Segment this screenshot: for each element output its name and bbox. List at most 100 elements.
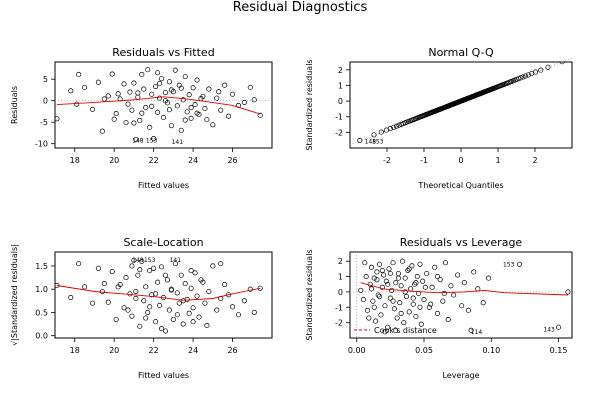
scale-location-panel: Scale-Location Fitted values √|Standardize…	[10, 236, 273, 380]
data-point	[385, 281, 391, 287]
data-point	[397, 300, 403, 306]
panel-title: Residuals vs Leverage	[400, 236, 523, 249]
residuals-vs-leverage-panel: Residuals vs Leverage Leverage Standardize…	[305, 236, 573, 380]
data-point	[565, 289, 571, 295]
y-tick-label: 1	[338, 81, 343, 90]
data-point	[257, 285, 263, 291]
data-point	[109, 71, 115, 77]
data-point	[99, 288, 105, 295]
data-point	[125, 101, 131, 107]
y-tick-label: 5	[43, 75, 48, 84]
data-point	[386, 266, 392, 272]
data-point	[188, 268, 194, 274]
data-points	[55, 67, 263, 142]
data-point	[448, 283, 454, 289]
data-point	[229, 304, 236, 310]
data-point	[471, 269, 477, 275]
x-tick-label: 24	[188, 346, 198, 355]
data-point	[210, 122, 216, 128]
data-point	[158, 326, 165, 332]
data-point	[379, 284, 385, 290]
data-point	[166, 307, 172, 313]
data-point	[363, 274, 369, 280]
data-point	[188, 285, 194, 291]
x-tick-label: 22	[149, 346, 159, 355]
data-point	[241, 298, 247, 304]
qq-reference-line	[349, 57, 573, 146]
data-point	[117, 96, 123, 102]
data-point	[143, 105, 149, 111]
data-point	[155, 70, 161, 76]
data-point	[190, 305, 196, 311]
data-point	[202, 300, 208, 306]
data-point	[370, 298, 376, 304]
data-point	[518, 75, 524, 81]
data-point	[226, 292, 232, 298]
data-point	[190, 319, 196, 325]
data-point	[417, 261, 423, 267]
data-point	[192, 102, 198, 108]
data-point	[422, 284, 428, 290]
data-point	[151, 135, 157, 142]
data-points	[357, 62, 565, 143]
data-point	[143, 315, 149, 321]
data-point	[178, 127, 184, 133]
data-point	[377, 261, 383, 267]
data-point	[394, 315, 400, 321]
data-point	[204, 322, 210, 328]
x-axis-label: Fitted values	[138, 371, 189, 380]
data-point	[176, 300, 182, 306]
data-point	[127, 291, 133, 297]
data-point	[441, 290, 447, 297]
data-point	[366, 315, 372, 321]
data-point	[373, 318, 379, 324]
data-point	[143, 284, 149, 290]
x-tick-label: 18	[70, 346, 80, 355]
data-point	[162, 328, 169, 334]
data-point	[188, 115, 194, 121]
plot-frame	[54, 61, 273, 149]
data-point	[402, 275, 408, 281]
data-point	[157, 80, 163, 87]
data-point	[192, 270, 198, 276]
data-point	[157, 302, 163, 309]
data-point	[121, 305, 127, 311]
data-point	[428, 301, 434, 307]
point-label: 148	[132, 257, 144, 264]
data-point	[417, 304, 423, 310]
data-point	[133, 295, 139, 302]
data-point	[170, 316, 176, 322]
data-point	[383, 278, 389, 284]
x-axis-label: Leverage	[442, 371, 479, 380]
data-point	[525, 72, 531, 78]
y-tick-label: -2	[335, 319, 343, 328]
data-point	[162, 89, 169, 96]
data-point	[399, 258, 406, 264]
data-point	[180, 321, 186, 327]
data-point	[393, 280, 399, 286]
data-point	[406, 266, 412, 272]
data-point	[461, 280, 467, 286]
x-tick-label: 2	[532, 156, 537, 165]
data-point	[371, 275, 377, 281]
data-point	[131, 257, 137, 263]
data-point	[398, 283, 404, 289]
data-point	[178, 85, 184, 91]
data-point	[387, 126, 393, 132]
data-point	[374, 269, 380, 275]
point-label: 153	[503, 261, 515, 268]
data-point	[155, 279, 161, 285]
data-point	[129, 313, 135, 319]
data-point	[545, 64, 551, 70]
data-point	[398, 310, 404, 316]
data-point	[379, 267, 385, 273]
data-point	[89, 300, 96, 306]
data-point	[198, 277, 204, 283]
data-point	[206, 86, 212, 92]
data-point	[139, 258, 145, 264]
data-point	[135, 90, 141, 96]
x-tick-label: 0.10	[482, 346, 500, 355]
data-point	[358, 287, 364, 293]
data-point	[455, 272, 461, 278]
legend-label: Cook's distance	[374, 326, 437, 335]
